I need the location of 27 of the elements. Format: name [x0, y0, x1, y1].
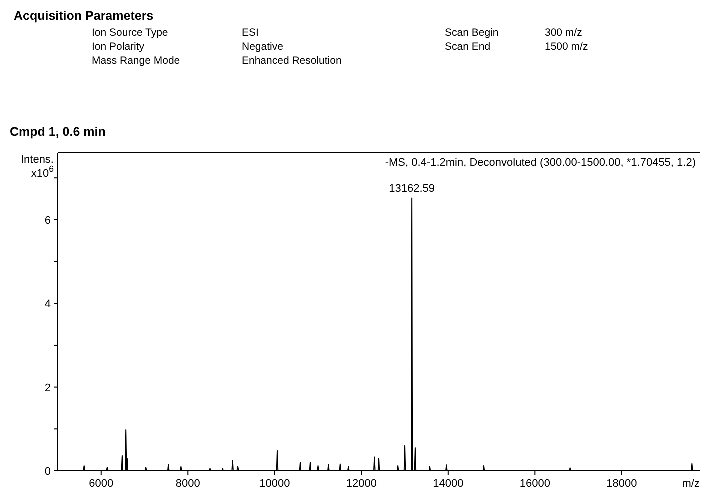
annotation: 13162.59	[389, 183, 436, 196]
x-axis-title: m/z	[682, 478, 700, 489]
chart-subtitle: Cmpd 1, 0.6 min	[10, 125, 106, 139]
x-tick-label: 8000	[176, 478, 200, 489]
x-tick-label: 12000	[346, 478, 377, 489]
text: Ion Source Type	[92, 27, 168, 39]
y-tick-label: 4	[44, 298, 51, 311]
x-tick-label: 14000	[433, 478, 464, 489]
text: 1500 m/z	[545, 41, 588, 53]
text: Scan End	[445, 41, 491, 53]
y-tick-label: 2	[44, 382, 51, 394]
x-tick-label: 18000	[606, 478, 638, 489]
x-tick-label: 16000	[520, 478, 550, 489]
text: Ion Polarity	[92, 41, 146, 53]
text: Mass Range Mode	[92, 55, 180, 67]
y-axis-title: Intens. x10$^{6}$	[20, 154, 54, 180]
chart-title: Acquisition Parameters	[14, 9, 154, 23]
x-tick-label: 10000	[260, 478, 290, 489]
text: Enhanced Resolution	[242, 55, 342, 67]
annotation: -MS, 0.4-1.2min, Deconvoluted (300.00-1500.00, *1.70455, 1.2)	[385, 157, 696, 169]
x-tick-label: 6000	[89, 478, 114, 489]
text: 300 m/z	[545, 27, 582, 39]
text: Negative	[242, 41, 284, 53]
text: Scan Begin	[445, 27, 499, 39]
text: ESI	[242, 27, 259, 39]
y-tick-label: 0	[44, 466, 51, 478]
y-tick-label: 6	[44, 214, 51, 227]
